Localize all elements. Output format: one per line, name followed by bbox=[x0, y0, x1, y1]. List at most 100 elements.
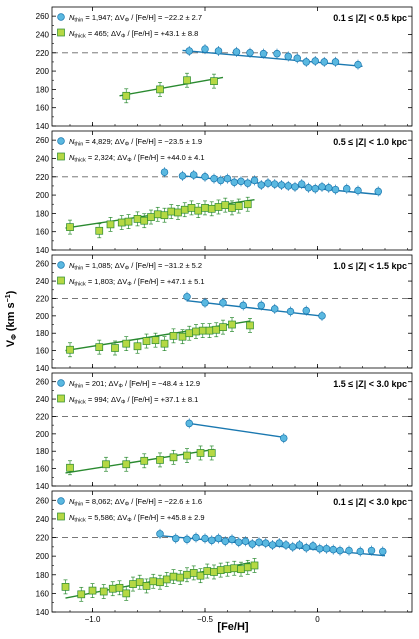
y-tick-label: 140 bbox=[36, 608, 50, 617]
thick-point bbox=[237, 565, 245, 574]
thick-point bbox=[124, 217, 133, 226]
y-axis-label-sub: Φ bbox=[11, 334, 18, 340]
thick-point bbox=[66, 463, 74, 472]
panel-frame bbox=[51, 130, 413, 251]
y-tick-label: 200 bbox=[36, 67, 50, 76]
thin-point bbox=[214, 534, 223, 543]
thick-point bbox=[142, 337, 151, 345]
thick-point bbox=[189, 569, 198, 577]
thick-point bbox=[156, 85, 164, 94]
thick-point bbox=[102, 460, 110, 469]
thick-point bbox=[207, 204, 216, 213]
thick-point bbox=[210, 77, 218, 85]
y-tick-label: 200 bbox=[36, 191, 50, 200]
thin-point bbox=[185, 47, 194, 55]
thick-point bbox=[174, 208, 182, 217]
thin-point bbox=[183, 535, 191, 544]
thin-point bbox=[304, 184, 313, 192]
thin-point bbox=[241, 537, 250, 546]
y-axis-label-unit: (km s bbox=[5, 302, 17, 334]
thick-point bbox=[140, 216, 149, 225]
y-tick-label: 140 bbox=[36, 122, 50, 131]
thick-point bbox=[185, 329, 194, 338]
thin-point bbox=[178, 172, 187, 180]
thin-point bbox=[331, 185, 340, 194]
thin-point bbox=[311, 57, 320, 65]
thin-point bbox=[248, 540, 257, 548]
thin-point bbox=[172, 534, 180, 543]
y-tick-label: 240 bbox=[36, 277, 50, 286]
thin-point bbox=[246, 49, 254, 57]
y-tick-label: 160 bbox=[36, 347, 50, 356]
y-tick-label: 260 bbox=[36, 136, 50, 145]
thin-point bbox=[302, 58, 311, 66]
thick-point bbox=[115, 583, 124, 592]
thick-point bbox=[160, 211, 169, 220]
y-tick-label: 220 bbox=[36, 412, 50, 421]
thick-point bbox=[153, 210, 162, 219]
thin-point bbox=[282, 541, 290, 549]
thin-point bbox=[322, 544, 331, 553]
y-tick-label: 160 bbox=[36, 589, 50, 598]
panel-frame bbox=[51, 490, 413, 613]
y-tick-label: 240 bbox=[36, 154, 50, 163]
thick-point bbox=[196, 449, 205, 457]
thin-point bbox=[343, 184, 351, 193]
panel-2: 140 160 180 200 220 240 260 Nthin = 4,829; ΔVΦ … bbox=[36, 130, 413, 255]
thick-point bbox=[95, 226, 104, 235]
thin-point bbox=[192, 533, 200, 542]
y-tick-label: 200 bbox=[36, 312, 50, 321]
thick-point bbox=[205, 326, 214, 335]
thick-point bbox=[221, 201, 230, 209]
y-tick-label: 140 bbox=[36, 364, 50, 373]
y-tick-label: 160 bbox=[36, 465, 50, 474]
y-tick-label: 240 bbox=[36, 30, 50, 39]
thin-point bbox=[311, 184, 320, 193]
thin-point bbox=[291, 183, 299, 191]
thin-point bbox=[289, 543, 297, 551]
x-axis-label: [Fe/H] bbox=[217, 621, 249, 633]
thin-point bbox=[277, 181, 286, 189]
y-tick-label: 260 bbox=[36, 12, 50, 21]
y-tick-label: 200 bbox=[36, 552, 50, 561]
thick-point bbox=[151, 336, 160, 345]
thick-point bbox=[133, 342, 142, 351]
thick-point bbox=[234, 202, 243, 210]
thin-point bbox=[210, 174, 218, 183]
thick-point bbox=[142, 582, 151, 590]
y-tick-label: 220 bbox=[36, 534, 50, 543]
thin-point bbox=[302, 544, 311, 552]
legend-thin-text: Nthin = 1,947; ΔVΦ / [Fe/H] = −22.2 ± 2.… bbox=[69, 13, 202, 24]
thick-point bbox=[61, 583, 70, 591]
y-tick-label: 140 bbox=[36, 246, 50, 255]
thick-point bbox=[196, 571, 205, 580]
thick-point bbox=[133, 215, 142, 223]
thin-point bbox=[320, 58, 329, 66]
thin-point bbox=[259, 49, 268, 58]
thin-point bbox=[284, 182, 293, 190]
thick-point bbox=[250, 561, 259, 570]
thin-point bbox=[331, 58, 340, 66]
thick-point bbox=[223, 565, 232, 574]
thin-point bbox=[219, 299, 227, 307]
y-tick-label: 260 bbox=[36, 260, 50, 269]
thin-point bbox=[201, 173, 209, 181]
thin-point bbox=[295, 541, 304, 549]
thick-point bbox=[77, 590, 86, 599]
thin-point bbox=[286, 307, 295, 316]
thin-point bbox=[268, 541, 277, 549]
y-tick-label: 220 bbox=[36, 49, 50, 58]
y-axis-label-exp: −1 bbox=[5, 294, 12, 302]
panel-frame bbox=[51, 6, 413, 127]
thin-point bbox=[293, 54, 302, 63]
thin-fit-line bbox=[186, 299, 325, 317]
panel-title: 0.5 ≤ |Z| < 1.0 kpc bbox=[333, 137, 407, 147]
thick-point bbox=[214, 203, 223, 211]
thin-point bbox=[329, 545, 338, 554]
thick-point bbox=[183, 76, 191, 85]
thick-point bbox=[210, 568, 218, 576]
y-tick-label: 160 bbox=[36, 228, 50, 237]
legend-thick-text: Nthick = 465; ΔVΦ / [Fe/H] = +43.1 ± 8.8 bbox=[69, 29, 198, 40]
thick-point bbox=[122, 91, 131, 100]
legend-thin-marker bbox=[57, 497, 65, 505]
